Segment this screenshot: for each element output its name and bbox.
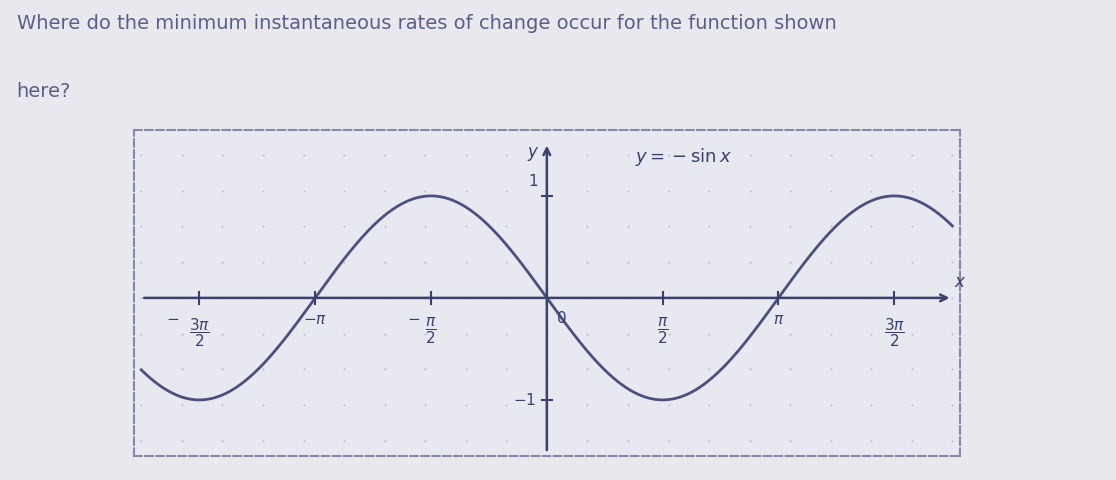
Text: $y$: $y$ — [528, 145, 540, 163]
Text: $0$: $0$ — [556, 310, 566, 326]
Text: $\dfrac{3\pi}{2}$: $\dfrac{3\pi}{2}$ — [189, 316, 210, 349]
Text: $\dfrac{\pi}{2}$: $\dfrac{\pi}{2}$ — [657, 316, 668, 346]
Text: $x$: $x$ — [954, 274, 966, 291]
Text: $-$: $-$ — [166, 311, 180, 325]
Text: $\dfrac{\pi}{2}$: $\dfrac{\pi}{2}$ — [425, 316, 436, 346]
Text: $1$: $1$ — [529, 173, 539, 190]
Text: $-\pi$: $-\pi$ — [304, 313, 327, 327]
Text: Where do the minimum instantaneous rates of change occur for the function shown: Where do the minimum instantaneous rates… — [17, 14, 837, 34]
Text: $\pi$: $\pi$ — [772, 313, 785, 327]
Text: here?: here? — [17, 82, 71, 101]
Text: $\dfrac{3\pi}{2}$: $\dfrac{3\pi}{2}$ — [884, 316, 905, 349]
Text: $y = -\sin x$: $y = -\sin x$ — [635, 146, 732, 168]
Text: $-$: $-$ — [407, 311, 421, 325]
Text: $-1$: $-1$ — [512, 392, 536, 408]
